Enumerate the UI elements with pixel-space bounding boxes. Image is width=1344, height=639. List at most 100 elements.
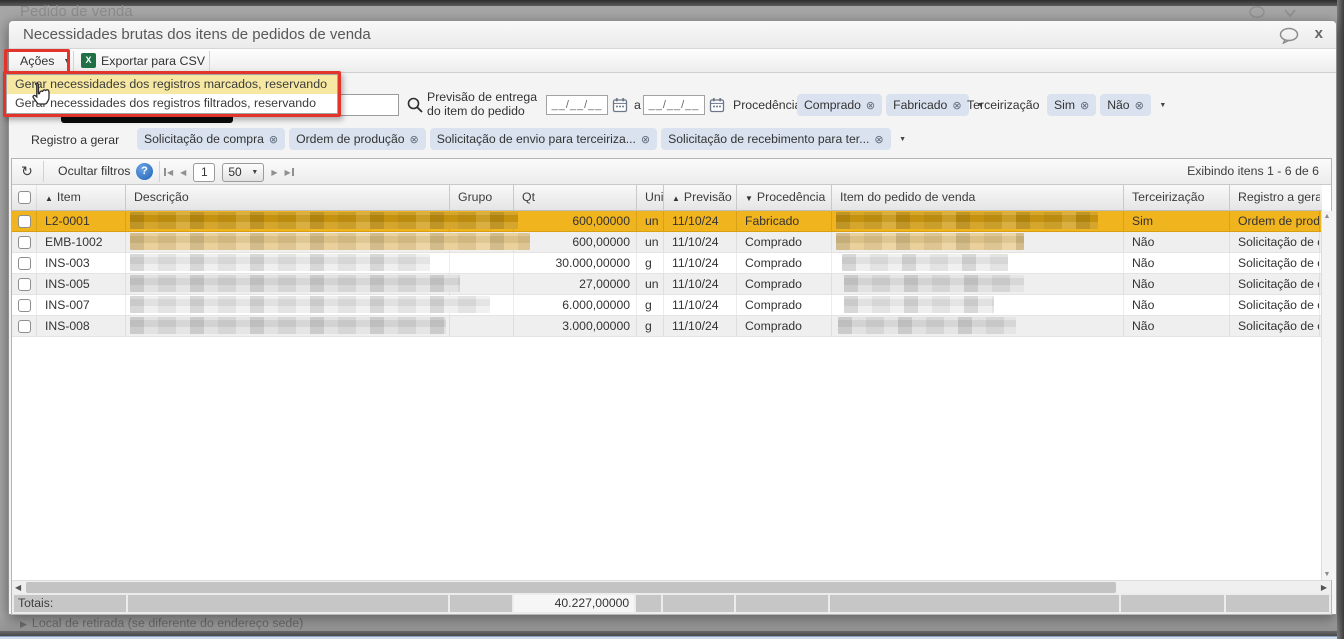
column-header-qt[interactable]: Qt: [514, 185, 637, 211]
table-row[interactable]: INS-008 3.000,00000 g 11/10/24 Comprado …: [12, 316, 1322, 337]
background-footer-bar: ▶ Local de retirada (se diferente do ende…: [0, 615, 1337, 631]
comment-bubble-icon[interactable]: [1279, 27, 1300, 45]
calendar-icon[interactable]: [612, 97, 628, 113]
background-collapse-icon: [1284, 5, 1296, 23]
column-header-grupo[interactable]: Grupo: [450, 185, 514, 211]
prev-page-button[interactable]: ◀: [180, 167, 187, 177]
row-checkbox[interactable]: [17, 277, 31, 291]
table-row[interactable]: INS-005 27,00000 un 11/10/24 Comprado Nã…: [12, 274, 1322, 295]
first-page-button[interactable]: ◀: [164, 168, 173, 177]
cell-terceirizacao: Não: [1124, 274, 1230, 294]
grid-toolbar-separator: [43, 161, 44, 182]
remove-tag-icon[interactable]: ⊗: [409, 133, 419, 146]
totals-row: Totais: 40.227,00000: [12, 593, 1331, 614]
page-size-select[interactable]: 50 ▼: [222, 162, 265, 182]
remove-tag-icon[interactable]: ⊗: [1134, 99, 1144, 112]
remove-tag-icon[interactable]: ⊗: [865, 99, 876, 112]
remove-tag-icon[interactable]: ⊗: [640, 133, 651, 146]
ocultar-filtros-button[interactable]: Ocultar filtros: [58, 164, 131, 178]
redacted-text: [844, 296, 994, 313]
help-icon[interactable]: ?: [136, 163, 153, 180]
cell-grupo: [450, 316, 514, 336]
redacted-text: [842, 254, 1008, 271]
filter-tag-fabricado[interactable]: Fabricado ⊗: [886, 94, 969, 116]
cell-qt: 6.000,00000: [514, 295, 637, 315]
registro-dropdown-icon[interactable]: ▼: [899, 135, 907, 143]
acoes-button[interactable]: Ações ▼: [13, 51, 77, 71]
next-page-button[interactable]: ▶: [271, 167, 278, 177]
column-header-procedencia[interactable]: ▼ Procedência: [737, 185, 832, 211]
filter-tag-solicitacao-compra[interactable]: Solicitação de compra ⊗: [137, 128, 286, 150]
menu-item-gerar-marcados[interactable]: Gerar necessidades dos registros marcado…: [7, 75, 337, 94]
table-row[interactable]: L2-0001 600,00000 un 11/10/24 Fabricado …: [12, 211, 1322, 232]
row-checkbox[interactable]: [17, 235, 31, 249]
procedencia-tags: Comprado ⊗ Fabricado ⊗ ▼: [797, 94, 989, 116]
scroll-right-icon[interactable]: ▶: [1320, 583, 1327, 592]
column-header-terceirizacao[interactable]: Terceirização: [1124, 185, 1230, 211]
filter-tag-solicitacao-recebimento[interactable]: Solicitação de recebimento para ter... ⊗: [661, 128, 891, 150]
filter-tag-nao[interactable]: Não ⊗: [1100, 94, 1151, 116]
filter-tag-ordem-producao[interactable]: Ordem de produção ⊗: [289, 128, 426, 150]
column-header-registro[interactable]: Registro a gerar: [1238, 190, 1320, 204]
filter-tag-comprado[interactable]: Comprado ⊗: [797, 94, 883, 116]
remove-tag-icon[interactable]: ⊗: [952, 99, 962, 112]
column-header-item-pedido[interactable]: Item do pedido de venda: [832, 185, 1124, 211]
grid-toolbar-separator: [159, 161, 160, 182]
table-row[interactable]: INS-003 30.000,00000 g 11/10/24 Comprado…: [12, 253, 1322, 274]
table-row[interactable]: EMB-1002 600,00000 un 11/10/24 Comprado …: [12, 232, 1322, 253]
close-icon[interactable]: x: [1314, 25, 1323, 42]
calendar-icon[interactable]: [709, 97, 725, 113]
menu-item-gerar-filtrados[interactable]: Gerar necessidades dos registros filtrad…: [15, 96, 316, 110]
cell-registro: Solicitação de compra: [1230, 274, 1320, 294]
cell-item: EMB-1002: [37, 232, 126, 252]
terceirizacao-dropdown-icon[interactable]: ▼: [1159, 101, 1167, 109]
row-checkbox[interactable]: [17, 256, 31, 270]
scroll-down-icon[interactable]: ▼: [1323, 571, 1331, 578]
redacted-text: [130, 275, 460, 292]
acoes-dropdown-menu: Gerar necessidades dos registros marcado…: [3, 71, 341, 117]
table-row[interactable]: INS-007 6.000,00000 g 11/10/24 Comprado …: [12, 295, 1322, 316]
remove-tag-icon[interactable]: ⊗: [1080, 99, 1090, 112]
sort-asc-icon: ▲: [45, 194, 53, 203]
date-to-input[interactable]: __/__/__: [643, 95, 705, 115]
row-checkbox[interactable]: [17, 319, 31, 333]
cell-unid: g: [637, 316, 664, 336]
page-number-input[interactable]: 1: [193, 162, 216, 182]
cell-item-pedido: [832, 316, 1124, 336]
scrollbar-thumb[interactable]: [26, 582, 1116, 593]
cell-item-pedido: [832, 232, 1124, 252]
totals-cell: [830, 595, 1119, 612]
select-all-checkbox[interactable]: [17, 191, 31, 204]
cell-item-pedido: [832, 211, 1124, 231]
procedencia-dropdown-icon[interactable]: ▼: [977, 101, 985, 109]
cell-qt: 30.000,00000: [514, 253, 637, 273]
remove-tag-icon[interactable]: ⊗: [268, 133, 279, 146]
row-checkbox[interactable]: [17, 214, 31, 228]
totals-cell: [663, 595, 734, 612]
totals-cell: [1226, 595, 1329, 612]
redacted-text: [836, 212, 1098, 229]
chevron-down-icon: ▼: [251, 168, 259, 176]
row-checkbox[interactable]: [17, 298, 31, 312]
cell-previsao: 11/10/24: [664, 295, 737, 315]
column-header-previsao[interactable]: ▲ Previsão: [664, 185, 737, 211]
scroll-left-icon[interactable]: ◀: [15, 583, 22, 592]
horizontal-scrollbar[interactable]: ◀ ▶: [12, 580, 1331, 593]
filter-tag-sim[interactable]: Sim ⊗: [1047, 94, 1097, 116]
column-header-item[interactable]: ▲ Item: [37, 185, 126, 211]
column-header-unid[interactable]: Unid: [637, 185, 664, 211]
remove-tag-icon[interactable]: ⊗: [874, 133, 884, 146]
column-header-descricao[interactable]: Descrição: [126, 185, 450, 211]
filter-tag-solicitacao-envio[interactable]: Solicitação de envio para terceiriza... ⊗: [429, 128, 658, 150]
search-icon[interactable]: [406, 96, 424, 114]
refresh-icon[interactable]: ↻: [21, 163, 33, 179]
terceirizacao-tags: Sim ⊗ Não ⊗ ▼: [1047, 94, 1171, 116]
redacted-text: [130, 296, 490, 313]
scroll-up-icon[interactable]: ▲: [1323, 213, 1331, 220]
cell-procedencia: Comprado: [737, 316, 832, 336]
date-from-input[interactable]: __/__/__: [546, 95, 608, 115]
last-page-button[interactable]: ▶: [284, 168, 294, 177]
vertical-scrollbar[interactable]: ▲ ▼: [1321, 211, 1332, 580]
export-csv-button[interactable]: Exportar para CSV: [101, 54, 205, 68]
